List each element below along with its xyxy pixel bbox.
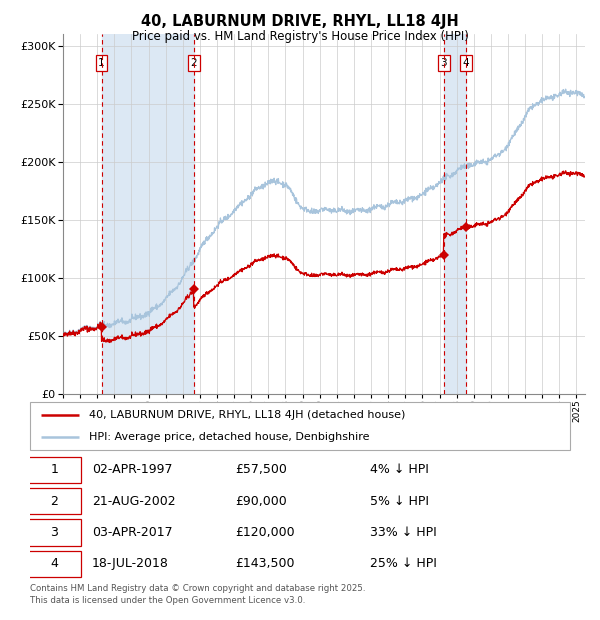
Text: 25% ↓ HPI: 25% ↓ HPI [370, 557, 437, 570]
Text: 21-AUG-2002: 21-AUG-2002 [92, 495, 176, 508]
Text: 4% ↓ HPI: 4% ↓ HPI [370, 463, 429, 476]
Text: 5% ↓ HPI: 5% ↓ HPI [370, 495, 429, 508]
Text: 40, LABURNUM DRIVE, RHYL, LL18 4JH (detached house): 40, LABURNUM DRIVE, RHYL, LL18 4JH (deta… [89, 410, 406, 420]
Bar [101, 34, 194, 394]
Text: 2: 2 [190, 58, 197, 68]
Text: 33% ↓ HPI: 33% ↓ HPI [370, 526, 437, 539]
Text: 3: 3 [440, 58, 447, 68]
Text: 1: 1 [98, 58, 105, 68]
Text: 1: 1 [50, 463, 58, 476]
Text: £120,000: £120,000 [235, 526, 295, 539]
Text: £90,000: £90,000 [235, 495, 287, 508]
Text: Contains HM Land Registry data © Crown copyright and database right 2025.
This d: Contains HM Land Registry data © Crown c… [30, 584, 365, 605]
Text: 2: 2 [50, 495, 58, 508]
Text: 40, LABURNUM DRIVE, RHYL, LL18 4JH: 40, LABURNUM DRIVE, RHYL, LL18 4JH [141, 14, 459, 29]
Text: Price paid vs. HM Land Registry's House Price Index (HPI): Price paid vs. HM Land Registry's House … [131, 30, 469, 43]
FancyBboxPatch shape [30, 402, 570, 449]
Text: 3: 3 [50, 526, 58, 539]
Text: £143,500: £143,500 [235, 557, 295, 570]
Bar [444, 34, 466, 394]
FancyBboxPatch shape [28, 456, 82, 482]
FancyBboxPatch shape [28, 488, 82, 514]
Text: HPI: Average price, detached house, Denbighshire: HPI: Average price, detached house, Denb… [89, 432, 370, 442]
Text: 4: 4 [463, 58, 469, 68]
FancyBboxPatch shape [28, 520, 82, 546]
Text: 02-APR-1997: 02-APR-1997 [92, 463, 173, 476]
Text: 18-JUL-2018: 18-JUL-2018 [92, 557, 169, 570]
FancyBboxPatch shape [28, 551, 82, 577]
Text: 03-APR-2017: 03-APR-2017 [92, 526, 173, 539]
Text: 4: 4 [50, 557, 58, 570]
Text: £57,500: £57,500 [235, 463, 287, 476]
